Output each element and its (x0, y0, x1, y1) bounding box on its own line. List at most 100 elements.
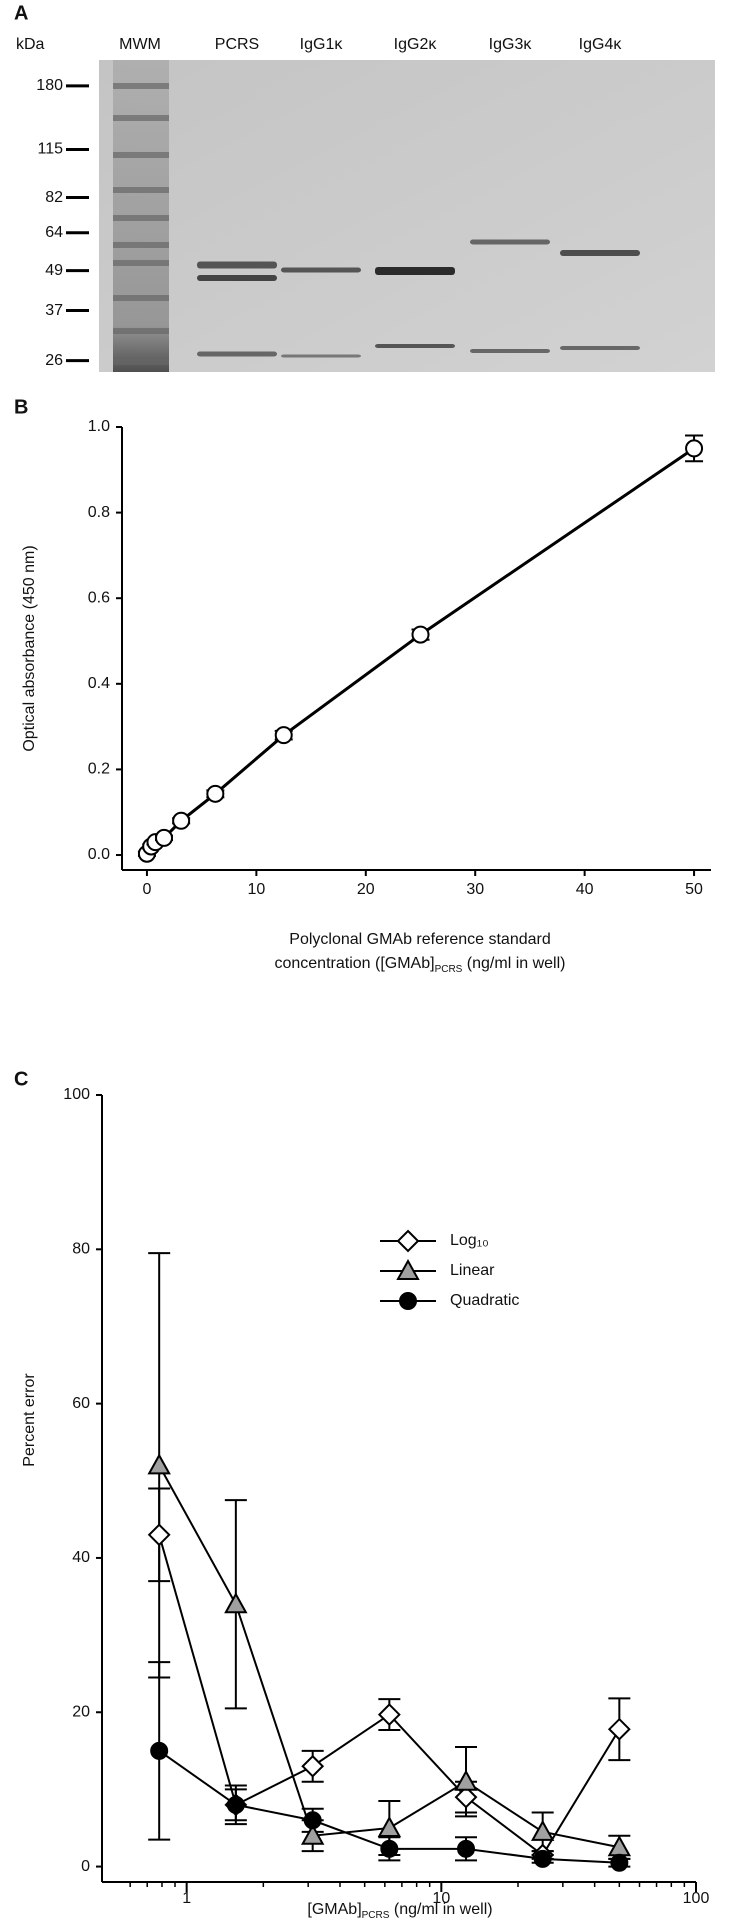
protein-band (470, 239, 550, 245)
protein-band (197, 261, 277, 269)
x-axis-label: Polyclonal GMAb reference standard (289, 931, 550, 948)
y-tick-label: 64 (45, 224, 63, 241)
data-point (380, 1839, 399, 1858)
y-axis-label: Percent error (21, 1373, 38, 1467)
lane-label: PCRS (215, 36, 259, 53)
panel-label: A (14, 2, 28, 24)
y-tick-label: 115 (37, 141, 63, 158)
y-tick-label: 60 (72, 1395, 90, 1412)
data-point (685, 439, 704, 458)
data-point (301, 1754, 325, 1778)
y-tick-label: 0.0 (88, 846, 110, 863)
y-axis-label: Optical absorbance (450 nm) (21, 545, 38, 751)
data-point (226, 1795, 245, 1814)
x-tick-label: 10 (247, 881, 265, 898)
lane-label: IgG1κ (300, 36, 344, 53)
data-point (155, 828, 174, 847)
y-tick-label: 20 (72, 1703, 90, 1720)
x-tick-label: 20 (357, 881, 375, 898)
protein-band (281, 354, 361, 358)
data-point (147, 1523, 171, 1547)
y-tick-label: 0.2 (88, 761, 110, 778)
marker-band (113, 152, 169, 158)
data-point (377, 1703, 401, 1726)
gel-image (99, 60, 715, 372)
x-tick-label: 10 (432, 1890, 450, 1907)
y-tick-label: 100 (63, 1086, 90, 1103)
data-point (274, 726, 293, 745)
legend-label: Log₁₀ (450, 1232, 489, 1249)
panel-label: B (14, 396, 28, 418)
legend-marker (399, 1292, 417, 1310)
data-point (454, 1769, 478, 1791)
y-axis-label: kDa (16, 36, 45, 53)
y-tick-label: 82 (45, 189, 63, 206)
y-tick-label: 0.8 (88, 504, 110, 521)
y-tick-label: 80 (72, 1241, 90, 1258)
data-point (300, 1823, 325, 1845)
x-tick-label: 30 (466, 881, 484, 898)
marker-band (113, 359, 169, 365)
panel-label: C (14, 1068, 28, 1090)
x-axis-label-part: PCRS (435, 964, 463, 975)
data-point (607, 1717, 631, 1741)
x-axis-label: [GMAb]PCRS (ng/ml in well) (307, 1901, 492, 1920)
data-point (206, 784, 225, 803)
x-axis-label-part: (ng/ml in well) (389, 1901, 492, 1918)
x-tick-label: 1 (182, 1890, 191, 1907)
data-point (147, 1453, 171, 1475)
marker-band (113, 328, 169, 334)
lane-label: IgG4κ (579, 36, 623, 53)
data-point (150, 1741, 169, 1760)
x-tick-label: 0 (142, 881, 151, 898)
x-tick-label: 40 (576, 881, 594, 898)
marker-band (113, 260, 169, 266)
legend-label: Quadratic (450, 1292, 519, 1309)
data-point (530, 1819, 555, 1841)
x-axis-label-part: [GMAb] (307, 1901, 361, 1918)
data-point (377, 1815, 402, 1837)
y-tick-label: 49 (45, 262, 63, 279)
legend-marker (396, 1229, 420, 1253)
protein-band (560, 346, 640, 350)
protein-band (375, 267, 455, 275)
y-tick-label: 0 (81, 1858, 90, 1875)
y-tick-label: 40 (72, 1549, 90, 1566)
data-point (411, 625, 430, 644)
y-tick-label: 0.4 (88, 675, 110, 692)
data-point (533, 1849, 552, 1868)
marker-band (113, 187, 169, 193)
fit-line (145, 447, 695, 855)
x-axis-label-part: PCRS (362, 1910, 390, 1920)
x-tick-label: 100 (683, 1890, 710, 1907)
x-tick-label: 50 (685, 881, 703, 898)
x-axis-label-part: concentration ([GMAb] (274, 955, 434, 972)
marker-band (113, 115, 169, 121)
x-axis-label-part: (ng/ml in well) (462, 955, 565, 972)
data-point (224, 1592, 248, 1614)
data-point (610, 1853, 629, 1872)
data-point (172, 811, 191, 830)
protein-band (375, 344, 455, 348)
data-point (303, 1811, 322, 1830)
data-point (454, 1785, 478, 1809)
marker-band (113, 295, 169, 301)
y-tick-label: 0.6 (88, 589, 110, 606)
marker-band (113, 242, 169, 248)
marker-band (113, 215, 169, 221)
marker-band (113, 83, 169, 89)
protein-band (281, 267, 361, 273)
lane-label: IgG3κ (489, 36, 533, 53)
x-axis-label: concentration ([GMAb]PCRS (ng/ml in well… (274, 955, 565, 974)
y-tick-label: 1.0 (88, 418, 110, 435)
protein-band (197, 275, 277, 281)
protein-band (197, 351, 277, 357)
y-tick-label: 37 (45, 302, 63, 319)
protein-band (560, 250, 640, 256)
y-tick-label: 26 (45, 352, 63, 369)
data-point (457, 1839, 476, 1858)
legend-label: Linear (450, 1262, 495, 1279)
legend-marker (396, 1258, 420, 1280)
